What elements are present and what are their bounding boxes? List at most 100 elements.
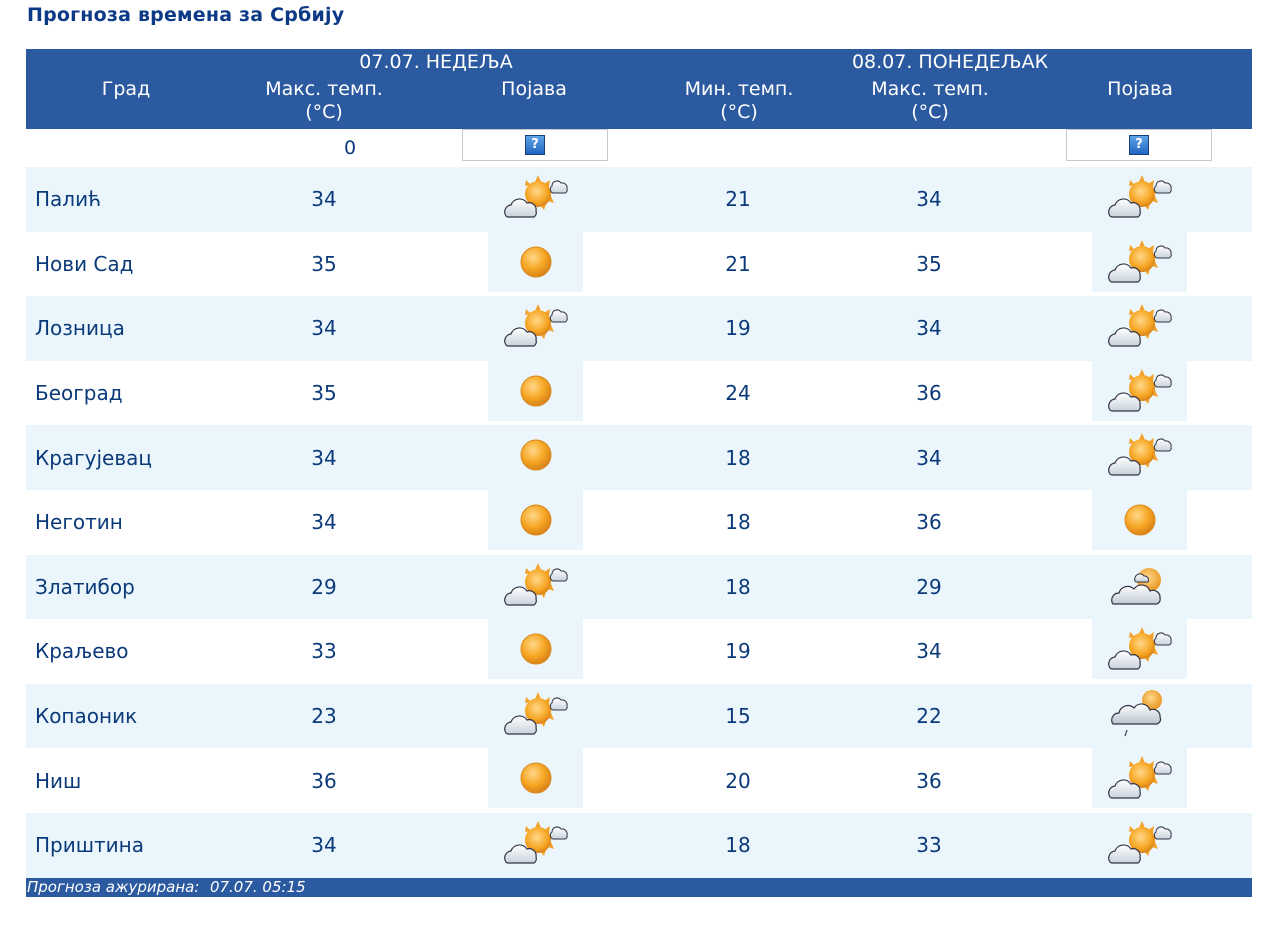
day2-help-button[interactable]: ?: [1129, 135, 1149, 155]
partly-cloudy-icon: [500, 818, 572, 868]
day2-weather-cell: [1092, 554, 1187, 615]
legend-value: 0: [343, 137, 357, 159]
day1-max-temp: 34: [311, 187, 337, 212]
table-header: 07.07. НЕДЕЉА 08.07. ПОНЕДЕЉАК Град Макс…: [26, 49, 1252, 129]
day2-max-temp-unit: (°C): [911, 101, 949, 123]
day2-min-temp: 20: [725, 768, 751, 793]
sunny-icon: [516, 371, 556, 411]
day2-max-temp: 33: [916, 833, 942, 858]
sunny-icon: [516, 242, 556, 282]
city-name[interactable]: Краљево: [35, 639, 129, 664]
day1-weather-cell: [488, 748, 583, 809]
update-footer: Прогноза ажурирана: 07.07. 05:15: [26, 878, 1252, 897]
city-name[interactable]: Крагујевац: [35, 445, 153, 470]
day1-weather-cell: [488, 683, 583, 744]
sunny-icon: [516, 435, 556, 475]
day2-min-temp-label: Мин. темп.: [684, 78, 794, 100]
city-name[interactable]: Палић: [35, 187, 102, 212]
cloudy-showers-icon: [1105, 686, 1175, 742]
day1-max-temp: 29: [311, 574, 337, 599]
sunny-icon: [516, 758, 556, 798]
partly-cloudy-icon: [500, 301, 572, 351]
table-row: Нови Сад 35 21 35: [26, 231, 1252, 297]
day2-max-temp: 35: [916, 251, 942, 276]
update-timestamp: 07.07. 05:15: [209, 878, 306, 896]
table-row: Копаоник 23 15 22: [26, 683, 1252, 749]
table-row: Неготин 34 18 36: [26, 489, 1252, 555]
table-row: Златибор 29 18 29: [26, 554, 1252, 620]
table-row: Палић 34 21 34: [26, 167, 1252, 232]
forecast-table-body: Палић 34 21 34 Нови Сад 35 21 35 Лозница 34 19 34 Бе…: [26, 167, 1252, 878]
day1-max-temp: 34: [311, 510, 337, 535]
city-name[interactable]: Ниш: [35, 768, 82, 793]
day1-max-temp: 34: [311, 316, 337, 341]
sunny-icon: [516, 500, 556, 540]
day2-min-temp: 19: [725, 316, 751, 341]
day1-max-temp-unit: (°C): [305, 101, 343, 123]
day2-weather-cell: [1092, 619, 1187, 680]
day1-max-temp: 35: [311, 251, 337, 276]
day1-max-temp-label: Макс. темп.: [265, 78, 383, 100]
partly-cloudy-icon: [500, 560, 572, 610]
day2-min-temp: 19: [725, 639, 751, 664]
city-name[interactable]: Неготин: [35, 510, 123, 535]
day2-legend-box: ?: [1066, 129, 1212, 161]
day1-weather-cell: [488, 489, 583, 550]
city-name[interactable]: Лозница: [35, 316, 125, 341]
day1-max-temp: 35: [311, 381, 337, 406]
day1-help-button[interactable]: ?: [525, 135, 545, 155]
partly-cloudy-icon: [1104, 301, 1176, 351]
day2-weather-cell: [1092, 812, 1187, 873]
day1-max-temp: 34: [311, 445, 337, 470]
day2-max-temp-label: Макс. темп.: [871, 78, 989, 100]
legend-row: 0 ? ?: [26, 129, 1252, 167]
day2-min-temp: 21: [725, 251, 751, 276]
partly-cloudy-icon: [1104, 172, 1176, 222]
day2-max-temp: 22: [916, 704, 942, 729]
day2-min-temp: 18: [725, 445, 751, 470]
day2-max-temp: 34: [916, 187, 942, 212]
day2-max-temp: 29: [916, 574, 942, 599]
city-column-header: Град: [101, 78, 151, 100]
partly-cloudy-icon: [500, 172, 572, 222]
partly-cloudy-icon: [1104, 366, 1176, 416]
day2-max-temp: 36: [916, 768, 942, 793]
day2-max-temp-header: Макс. темп. (°C): [860, 78, 1000, 124]
city-name[interactable]: Копаоник: [35, 704, 138, 729]
day1-legend-box: ?: [462, 129, 608, 161]
day2-max-temp: 36: [916, 510, 942, 535]
mostly-cloudy-icon: [1105, 560, 1175, 610]
day1-weather-cell: [488, 554, 583, 615]
table-row: Београд 35 24 36: [26, 360, 1252, 426]
day2-min-temp: 24: [725, 381, 751, 406]
day2-min-temp: 18: [725, 574, 751, 599]
day2-max-temp: 34: [916, 316, 942, 341]
table-row: Приштина 34 18 33: [26, 812, 1252, 878]
day1-max-temp: 36: [311, 768, 337, 793]
day2-weather-cell: [1092, 296, 1187, 357]
day1-weather-cell: [488, 296, 583, 357]
city-name[interactable]: Златибор: [35, 574, 135, 599]
page-title: Прогноза времена за Србију: [27, 4, 345, 26]
day2-min-temp-header: Мин. темп. (°C): [669, 78, 809, 124]
day2-weather-cell: [1092, 425, 1187, 486]
day2-min-temp: 18: [725, 510, 751, 535]
day2-phenomenon-header: Појава: [1107, 78, 1173, 100]
city-name[interactable]: Београд: [35, 381, 123, 406]
day1-phenomenon-header: Појава: [501, 78, 567, 100]
table-row: Краљево 33 19 34: [26, 619, 1252, 684]
partly-cloudy-icon: [1104, 430, 1176, 480]
partly-cloudy-icon: [1104, 818, 1176, 868]
day2-min-temp: 15: [725, 704, 751, 729]
sunny-icon: [516, 629, 556, 669]
day2-min-temp: 18: [725, 833, 751, 858]
day1-max-temp-header: Макс. темп. (°C): [254, 78, 394, 124]
day2-weather-cell: [1092, 231, 1187, 292]
city-name[interactable]: Приштина: [35, 833, 145, 858]
day1-max-temp: 23: [311, 704, 337, 729]
day1-weather-cell: [488, 619, 583, 680]
partly-cloudy-icon: [1104, 624, 1176, 674]
day2-heading: 08.07. ПОНЕДЕЉАК: [851, 51, 1049, 73]
day1-heading: 07.07. НЕДЕЉА: [359, 51, 513, 73]
city-name[interactable]: Нови Сад: [35, 251, 134, 276]
